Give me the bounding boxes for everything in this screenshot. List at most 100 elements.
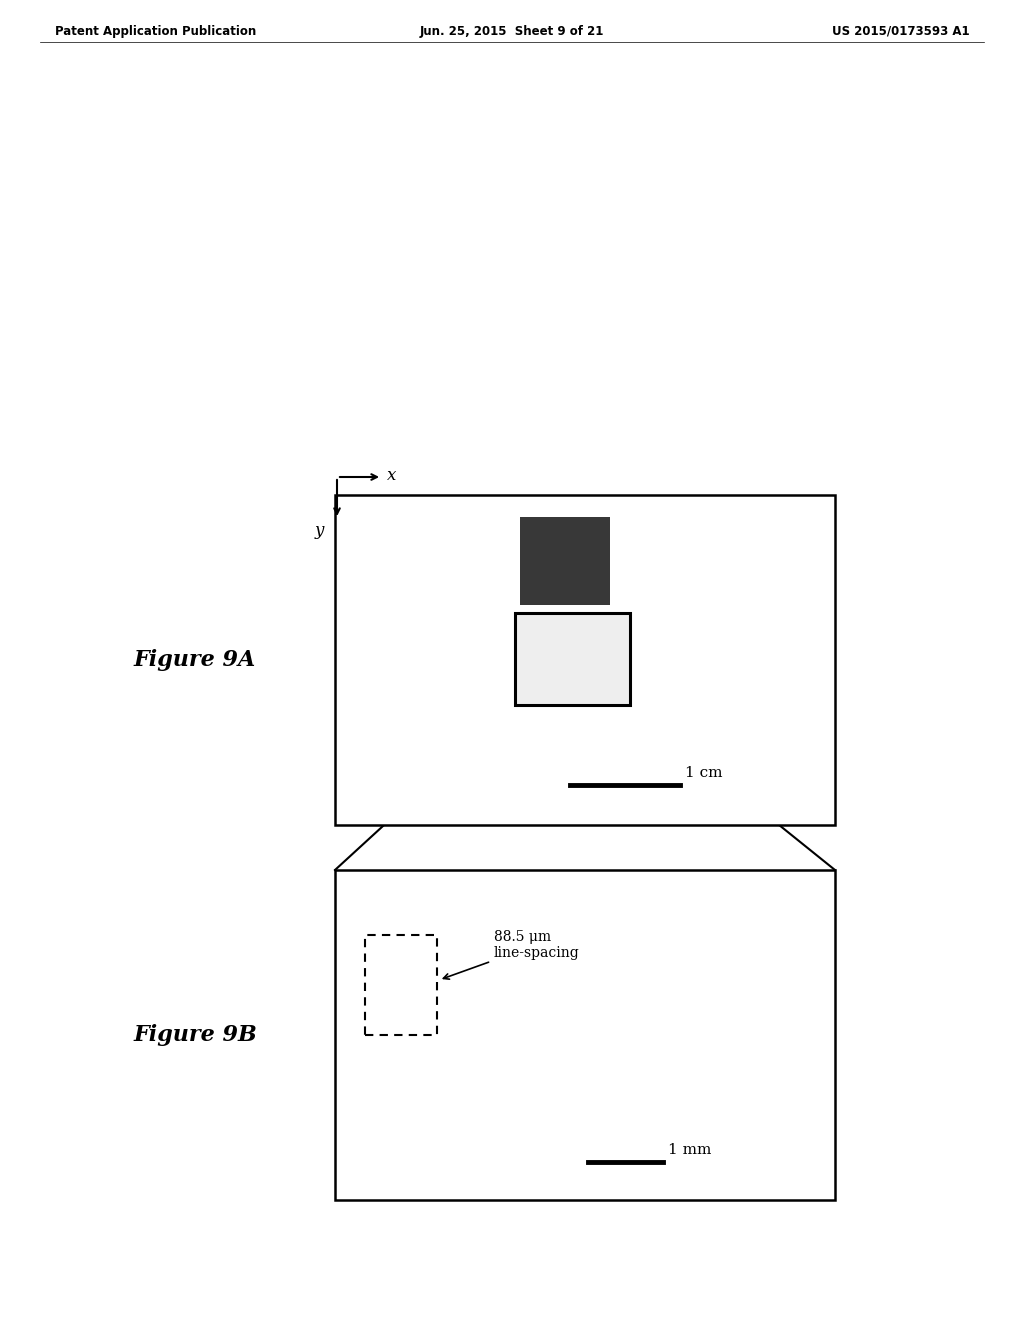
Bar: [429, 1129, 431, 1162]
Bar: [565, 682, 568, 696]
Bar: [581, 688, 593, 690]
Bar: [791, 789, 792, 810]
Bar: [383, 913, 407, 916]
Bar: [434, 779, 437, 810]
Bar: [780, 517, 785, 543]
Bar: [428, 928, 429, 948]
Text: y: y: [314, 521, 324, 539]
Bar: [383, 612, 403, 615]
Bar: [733, 1101, 753, 1102]
Bar: [581, 668, 593, 671]
Bar: [431, 566, 432, 586]
Bar: [781, 578, 785, 598]
Bar: [382, 560, 404, 562]
Bar: [788, 578, 793, 598]
Bar: [530, 672, 544, 675]
Bar: [581, 656, 593, 659]
Bar: [613, 635, 615, 647]
Bar: [724, 561, 757, 566]
Bar: [381, 525, 406, 529]
Bar: [530, 684, 544, 686]
Bar: [726, 941, 760, 946]
Bar: [565, 667, 568, 678]
Bar: [565, 635, 568, 647]
Bar: [784, 987, 786, 1008]
Bar: [431, 902, 432, 923]
Bar: [729, 1002, 757, 1005]
Bar: [781, 631, 785, 649]
Bar: [581, 643, 593, 645]
Bar: [365, 935, 437, 1035]
Bar: [610, 652, 612, 663]
Bar: [435, 902, 436, 923]
Text: 1 cm: 1 cm: [685, 766, 723, 780]
Bar: [530, 688, 544, 690]
Bar: [379, 1135, 411, 1140]
Bar: [613, 668, 615, 678]
Bar: [431, 517, 432, 543]
Bar: [786, 756, 787, 779]
Bar: [581, 627, 593, 630]
Bar: [606, 619, 609, 631]
Bar: [783, 928, 788, 952]
Bar: [728, 793, 752, 796]
Bar: [383, 644, 403, 645]
Bar: [384, 962, 406, 965]
Bar: [562, 635, 564, 647]
Bar: [384, 960, 406, 961]
Bar: [382, 569, 404, 572]
Bar: [581, 675, 593, 677]
Bar: [381, 536, 406, 539]
Bar: [385, 1010, 404, 1011]
Text: US 2015/0173593 A1: US 2015/0173593 A1: [833, 25, 970, 38]
Bar: [385, 1001, 404, 1003]
Bar: [383, 653, 403, 655]
Bar: [379, 1150, 411, 1155]
Bar: [424, 517, 425, 543]
Bar: [728, 660, 752, 664]
Bar: [558, 619, 560, 631]
Bar: [727, 634, 753, 639]
Bar: [530, 659, 544, 663]
Bar: [384, 966, 406, 968]
Bar: [784, 957, 785, 979]
Bar: [530, 640, 544, 643]
Bar: [424, 902, 425, 923]
Bar: [731, 1053, 755, 1056]
Bar: [431, 587, 432, 606]
Bar: [423, 779, 425, 810]
Bar: [428, 902, 429, 923]
Bar: [431, 543, 432, 565]
Bar: [558, 635, 560, 647]
Bar: [562, 682, 564, 696]
Bar: [530, 692, 544, 694]
Bar: [383, 619, 403, 620]
Bar: [726, 933, 760, 939]
Bar: [791, 657, 792, 676]
Bar: [423, 1129, 425, 1162]
Bar: [786, 657, 787, 676]
Bar: [782, 898, 787, 923]
Bar: [433, 998, 434, 1014]
Bar: [382, 577, 404, 579]
Bar: [562, 651, 564, 663]
Bar: [383, 594, 403, 597]
Bar: [565, 651, 568, 663]
Bar: [434, 543, 435, 565]
Bar: [385, 979, 406, 981]
Bar: [520, 517, 610, 605]
Bar: [729, 993, 757, 995]
Bar: [385, 1003, 404, 1006]
Bar: [790, 957, 791, 979]
Bar: [429, 779, 431, 810]
Bar: [383, 661, 403, 664]
Bar: [790, 1016, 791, 1035]
Bar: [434, 566, 435, 586]
Bar: [383, 638, 403, 640]
Bar: [383, 610, 403, 612]
Bar: [431, 928, 432, 948]
Bar: [728, 804, 752, 807]
Bar: [558, 682, 560, 696]
Bar: [791, 756, 793, 779]
Bar: [425, 977, 426, 993]
